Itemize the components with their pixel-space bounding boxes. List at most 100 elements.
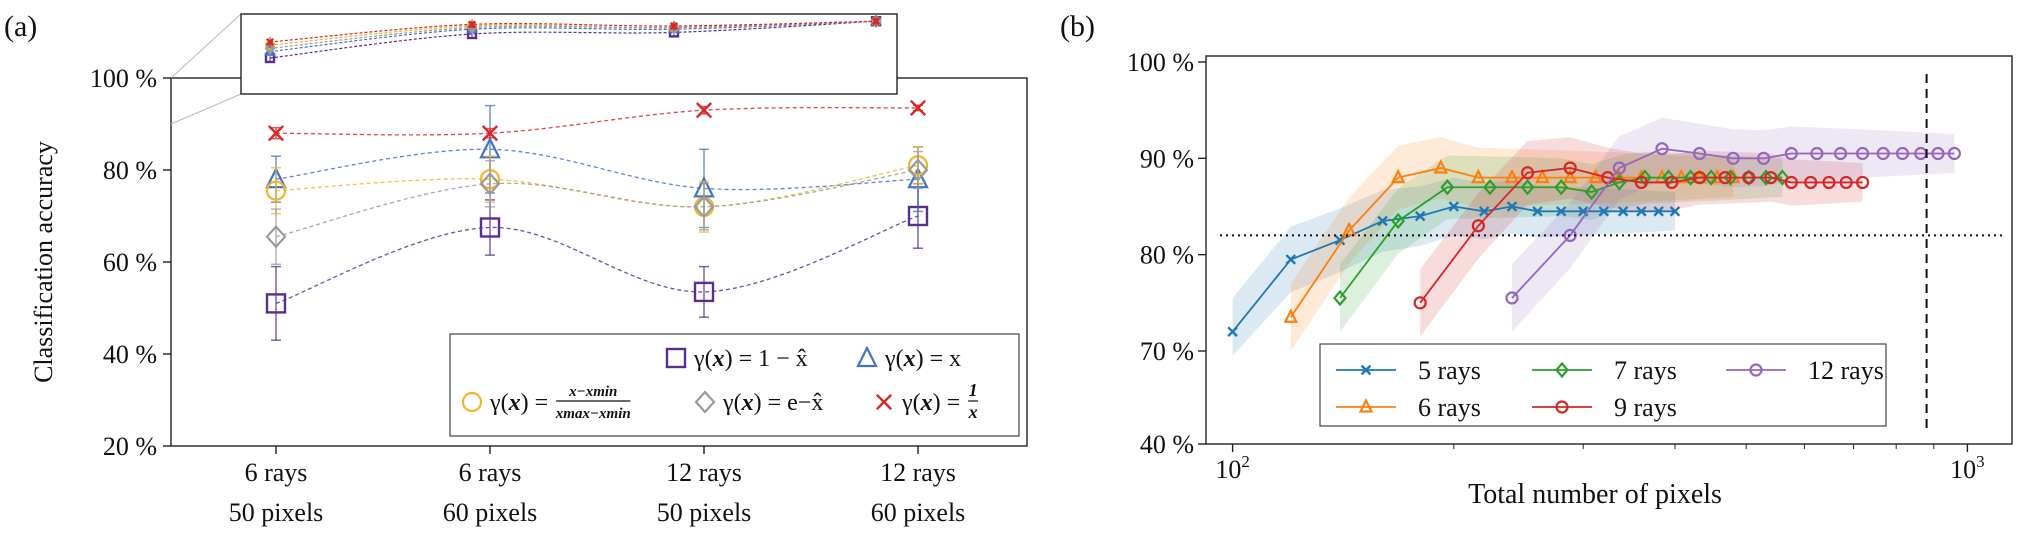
panel-b-point xyxy=(1931,146,1945,161)
panel-a-point xyxy=(695,102,713,119)
panel-b-point xyxy=(1440,179,1455,196)
panel-b-legend-label: 7 rays xyxy=(1614,356,1677,385)
inset-point xyxy=(871,17,881,26)
panel-b-series-line xyxy=(1511,147,1955,299)
panel-a-series-line xyxy=(275,164,919,208)
panel-b-point xyxy=(1718,171,1732,185)
panel-b-y-tick-label: 100 % xyxy=(1127,48,1194,77)
panel-b-point xyxy=(1661,169,1676,186)
panel-b-point xyxy=(1341,221,1357,237)
legend-marker xyxy=(856,345,878,368)
panel-b-legend-label: 5 rays xyxy=(1418,356,1481,385)
panel-b-point xyxy=(1227,326,1238,337)
panel-b-point xyxy=(1742,171,1756,185)
panel-a-y-tick-label: 40 % xyxy=(103,340,157,369)
panel-b-point xyxy=(1895,146,1910,161)
panel-b-legend-label: 12 rays xyxy=(1808,356,1884,385)
panel-b-point xyxy=(1562,168,1578,184)
panel-b-point xyxy=(1333,289,1347,307)
panel-a-y-tick-label: 60 % xyxy=(103,248,157,277)
panel-b-point xyxy=(1726,151,1740,165)
panel-b-point xyxy=(1478,206,1490,217)
panel-b-point xyxy=(1532,206,1543,217)
panel-b-point xyxy=(1612,161,1626,175)
panel-b-point xyxy=(1947,146,1961,161)
zoom-connector-top xyxy=(170,13,242,79)
panel-b-frame xyxy=(1205,55,2013,445)
panel-b-point xyxy=(1833,146,1848,161)
inset-point xyxy=(265,37,275,47)
panel-b-series-line xyxy=(1231,205,1675,333)
panel-a-point xyxy=(265,293,287,314)
panel-b-point xyxy=(1669,206,1681,217)
legend-label: γ(x) = 1 − x̂ xyxy=(693,346,808,372)
panel-b-chart: 40 % 70 % 80 % 90 % 100 % 102 103 Total number… xyxy=(1127,48,2013,510)
panel-b-point xyxy=(1584,183,1599,201)
panel-a-point xyxy=(265,180,287,201)
panel-b-legend-marker xyxy=(1360,364,1372,376)
panel-b-point xyxy=(1504,168,1520,184)
panel-b-y-tick-label: 70 % xyxy=(1140,337,1194,366)
panel-b-point xyxy=(1855,146,1870,161)
panel-a-series-line xyxy=(275,169,919,238)
panel-a-ticks: 20 % 40 % 60 % 80 % 100 % xyxy=(90,64,171,461)
panel-b-point xyxy=(1723,169,1738,186)
panel-b-point xyxy=(1283,308,1299,323)
panel-b-legend-entries: 5 rays 6 rays 7 rays 9 rays 12 rays xyxy=(1336,356,1884,422)
panel-b-point xyxy=(1471,168,1486,184)
panel-a-point xyxy=(907,158,929,182)
panel-a-x-tick-label: 50 pixels xyxy=(229,498,324,527)
panel-b-y-tick-label: 40 % xyxy=(1140,430,1194,459)
panel-b-point xyxy=(1505,291,1519,305)
panel-b-series-group xyxy=(1227,142,1961,337)
panel-b-legend-marker xyxy=(1555,361,1569,379)
panel-b-point xyxy=(1598,206,1610,217)
panel-b-x-tick-label: 102 xyxy=(1215,452,1250,484)
panel-b-point xyxy=(1692,171,1707,185)
inset-frame xyxy=(240,13,898,95)
panel-b-point xyxy=(1520,166,1535,180)
panel-b-point xyxy=(1555,206,1567,217)
panel-a-point xyxy=(479,172,501,196)
panel-a-x-ticks: 6 rays 50 pixels 6 rays 60 pixels 12 rays 50 … xyxy=(229,446,966,527)
panel-a-series-line xyxy=(275,215,919,305)
panel-a-x-tick-label: 60 pixels xyxy=(443,498,538,527)
panel-b-point xyxy=(1655,142,1669,156)
panel-b-point xyxy=(1483,179,1497,196)
panel-a-x-tick-label: 12 rays xyxy=(880,458,956,487)
legend-marker xyxy=(875,393,893,411)
panel-b-point xyxy=(1764,171,1778,185)
panel-a-point xyxy=(481,125,499,142)
panel-b-point xyxy=(1563,161,1577,175)
panel-b-point xyxy=(1285,254,1297,265)
legend-label: γ(x) = xyxy=(901,390,960,416)
legend-frac-num: 1 xyxy=(969,380,978,400)
panel-a-point xyxy=(909,99,927,116)
inset-point xyxy=(669,21,679,31)
panel-b-point xyxy=(1390,168,1406,184)
panel-a-x-tick-label: 60 pixels xyxy=(871,498,966,527)
panel-b-point xyxy=(1653,206,1664,217)
panel-b-point xyxy=(1637,169,1652,186)
panel-a-point xyxy=(265,225,287,249)
panel-b-point xyxy=(1377,215,1388,227)
panel-a-y-tick-label: 20 % xyxy=(103,432,157,461)
panel-b-point xyxy=(1391,212,1406,230)
inset-point xyxy=(467,20,477,29)
panel-a-point xyxy=(693,195,715,219)
panel-a-x-tick-label: 12 rays xyxy=(666,458,742,487)
legend-marker xyxy=(665,347,687,369)
legend-frac-num: x−xmin xyxy=(568,384,617,400)
inset-point xyxy=(264,41,276,56)
panel-b-point xyxy=(1876,146,1890,161)
panel-a-point xyxy=(479,217,501,238)
panel-a-point xyxy=(267,125,285,142)
panel-b-point xyxy=(1414,210,1426,222)
panel-a-series-group xyxy=(265,99,929,341)
panel-b-point xyxy=(1471,219,1485,233)
legend-frac-den: xmax−xmin xyxy=(555,406,631,422)
panel-b-band xyxy=(1232,177,1675,356)
legend-marker xyxy=(694,390,716,414)
